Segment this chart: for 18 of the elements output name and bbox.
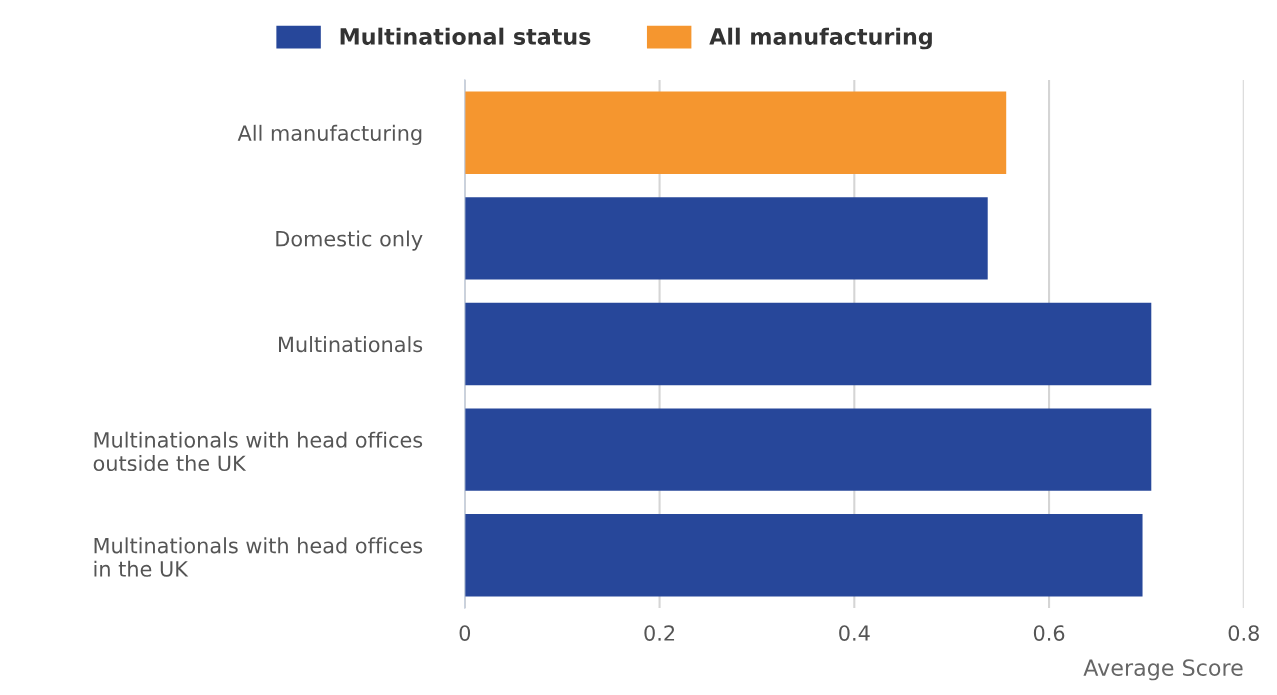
y-tick-label: Multinationals with head offices outside the UK [93, 431, 423, 472]
x-tick-label: 0.4 [839, 625, 870, 641]
bar [464, 91, 1007, 174]
bar [464, 302, 1152, 386]
legend-label: Multinational status [340, 27, 591, 45]
y-tick-label: All manufacturing [237, 124, 422, 145]
bar [464, 197, 988, 280]
x-tick-label: 0.2 [644, 625, 675, 641]
bar [464, 408, 1152, 491]
x-tick-label: 0.6 [1033, 625, 1065, 641]
x-tick-label: 0.8 [1228, 625, 1259, 641]
y-tick-label: Domestic only [276, 230, 423, 251]
x-tick-label: 0 [459, 625, 471, 641]
legend-label: All manufacturing [709, 27, 932, 50]
bar [464, 514, 1143, 597]
x-axis-title: Average Score [1083, 659, 1243, 681]
y-tick-label: Multinationals with head offices in the UK [94, 537, 423, 577]
y-tick-label: Multinationals [279, 336, 423, 353]
